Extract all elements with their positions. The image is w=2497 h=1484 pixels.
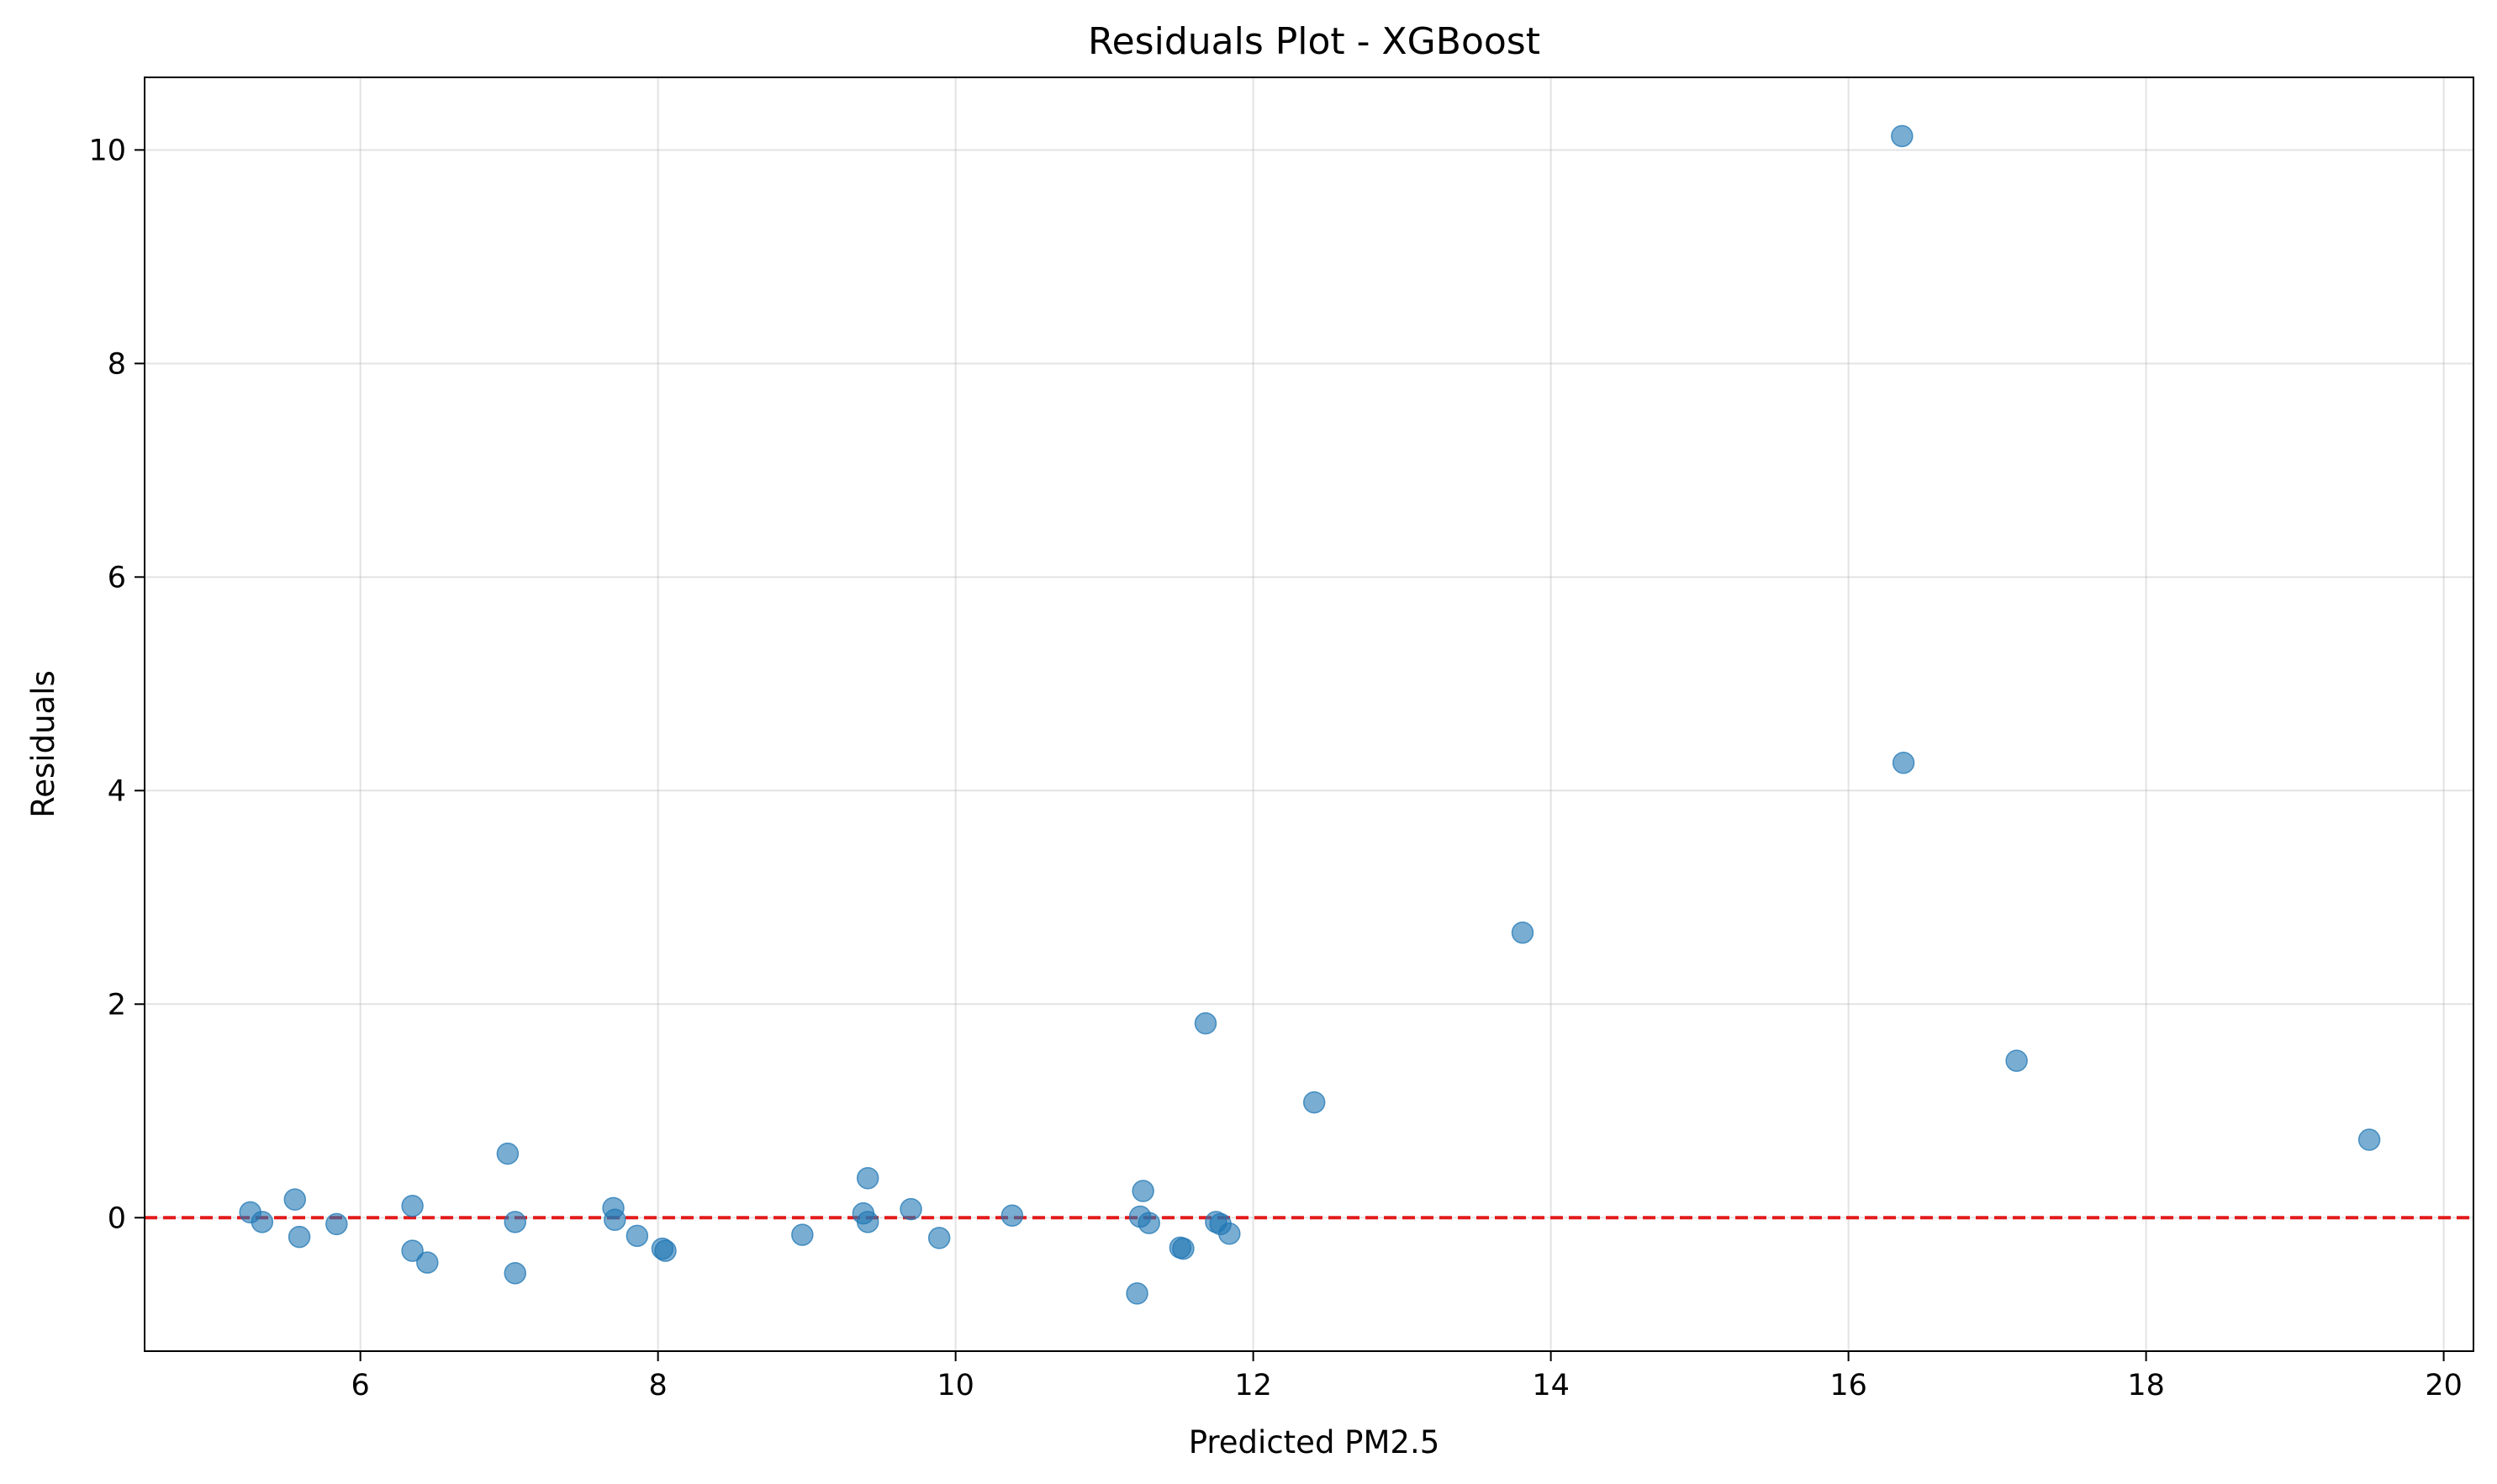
data-point-13: [626, 1224, 649, 1248]
data-point-22: [1000, 1204, 1024, 1227]
data-point-26: [1138, 1212, 1160, 1234]
x-axis-ticks: 6 8 10 12 14 16 18 20: [351, 1351, 2463, 1402]
data-point-16: [791, 1223, 814, 1246]
x-tick-label-5: 16: [1829, 1369, 1867, 1402]
x-tick-label-4: 14: [1532, 1369, 1570, 1402]
data-point-38: [2357, 1128, 2381, 1151]
data-point-32: [1218, 1223, 1241, 1245]
x-tick-label-0: 6: [351, 1369, 370, 1402]
data-point-10: [504, 1262, 526, 1285]
data-point-34: [1511, 921, 1534, 944]
data-point-4: [325, 1212, 348, 1236]
data-point-37: [2005, 1049, 2028, 1072]
chart-title: Residuals Plot - XGBoost: [1088, 20, 1540, 63]
data-point-19: [856, 1211, 879, 1233]
y-tick-label-1: 2: [108, 988, 126, 1022]
y-axis-label: Residuals: [25, 670, 61, 818]
data-point-28: [1172, 1237, 1195, 1260]
data-point-36: [1892, 752, 1915, 774]
data-point-33: [1302, 1091, 1326, 1114]
data-point-25: [1132, 1180, 1154, 1202]
y-tick-label-2: 4: [108, 774, 126, 808]
x-tick-label-1: 8: [648, 1369, 667, 1402]
data-point-9: [504, 1211, 526, 1233]
data-point-12: [604, 1208, 626, 1232]
data-point-15: [654, 1239, 677, 1262]
grid-lines: [145, 77, 2473, 1351]
x-tick-label-6: 18: [2127, 1369, 2165, 1402]
data-point-5: [401, 1195, 424, 1217]
data-point-20: [900, 1197, 922, 1221]
data-point-1: [251, 1211, 274, 1233]
data-point-23: [1126, 1282, 1148, 1305]
y-tick-label-4: 8: [108, 347, 126, 381]
y-tick-label-0: 0: [108, 1201, 126, 1235]
data-point-3: [288, 1225, 311, 1249]
x-tick-label-7: 20: [2425, 1369, 2463, 1402]
x-tick-label-3: 12: [1234, 1369, 1272, 1402]
plot-frame: [144, 77, 2474, 1352]
y-tick-label-3: 6: [108, 561, 126, 594]
data-point-35: [1891, 124, 1914, 148]
data-point-2: [283, 1188, 307, 1211]
data-point-7: [416, 1251, 439, 1274]
scatter-points: [239, 124, 2381, 1305]
x-axis-label: Predicted PM2.5: [1189, 1424, 1440, 1460]
data-point-29: [1194, 1011, 1217, 1035]
y-tick-label-5: 10: [88, 134, 126, 167]
y-axis-ticks: 0 2 4 6 8 10: [88, 134, 145, 1235]
axes: [144, 77, 2474, 1352]
data-point-8: [496, 1142, 520, 1165]
x-tick-label-2: 10: [937, 1369, 974, 1402]
data-point-21: [927, 1227, 951, 1249]
data-point-6: [401, 1239, 424, 1262]
data-point-18: [856, 1167, 879, 1190]
